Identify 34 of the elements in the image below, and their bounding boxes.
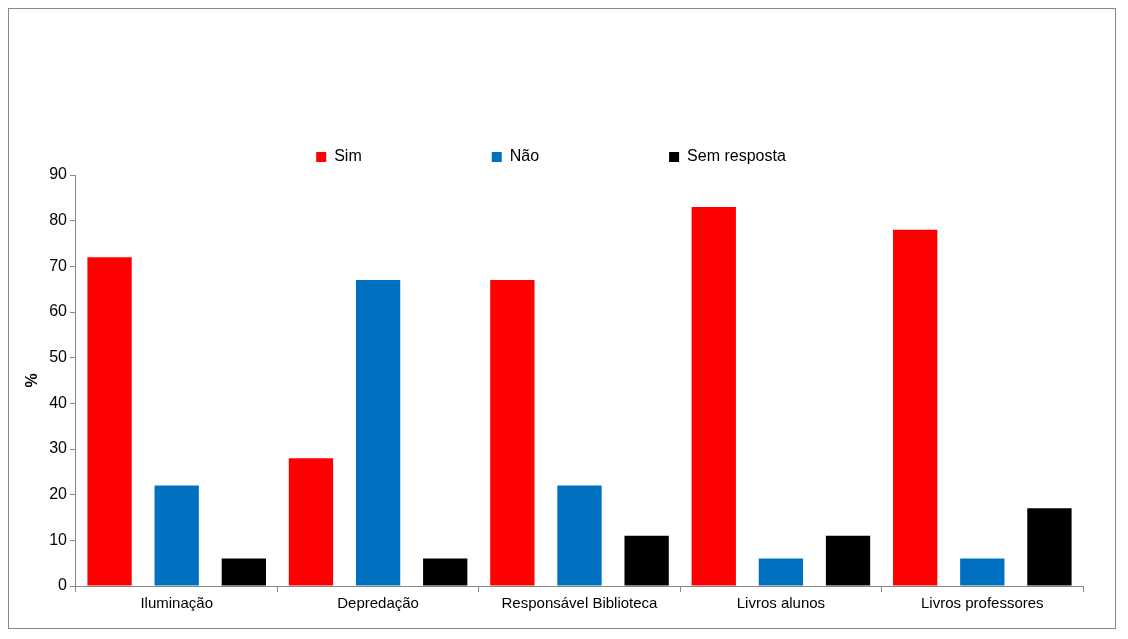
bar bbox=[825, 535, 871, 586]
x-tick-label: Depredação bbox=[337, 594, 419, 612]
bar bbox=[557, 485, 602, 586]
y-tick-label: 30 bbox=[49, 439, 68, 457]
y-tick-label: 20 bbox=[49, 485, 68, 503]
bar bbox=[423, 558, 468, 586]
y-tick-label: 70 bbox=[49, 256, 68, 274]
y-tick-label: 0 bbox=[58, 576, 68, 594]
bar bbox=[758, 558, 804, 586]
x-tick-label: Livros professores bbox=[921, 594, 1044, 612]
legend-label: Sem resposta bbox=[687, 147, 786, 165]
bar bbox=[691, 206, 736, 586]
bar bbox=[624, 535, 669, 586]
y-axis-title: % bbox=[23, 373, 41, 388]
x-tick-label: Iluminação bbox=[140, 594, 213, 612]
y-tick-label: 80 bbox=[49, 211, 68, 229]
legend-label: Sim bbox=[334, 147, 362, 165]
y-tick-label: 90 bbox=[49, 165, 68, 183]
y-tick-label: 10 bbox=[49, 530, 68, 548]
bar bbox=[960, 558, 1005, 586]
x-tick-label: Responsável Biblioteca bbox=[501, 594, 659, 612]
bar bbox=[893, 229, 938, 586]
bar bbox=[490, 280, 535, 586]
y-tick-label: 50 bbox=[49, 348, 68, 366]
bar bbox=[154, 485, 199, 586]
x-tick-label: Livros alunos bbox=[736, 594, 826, 612]
y-tick-label: 40 bbox=[49, 393, 68, 411]
bar bbox=[1027, 508, 1072, 586]
bar bbox=[221, 558, 266, 586]
bar bbox=[87, 257, 132, 586]
y-tick-label: 60 bbox=[49, 302, 68, 320]
legend-label: Não bbox=[509, 147, 540, 165]
bar bbox=[288, 458, 334, 586]
bar bbox=[355, 280, 401, 586]
